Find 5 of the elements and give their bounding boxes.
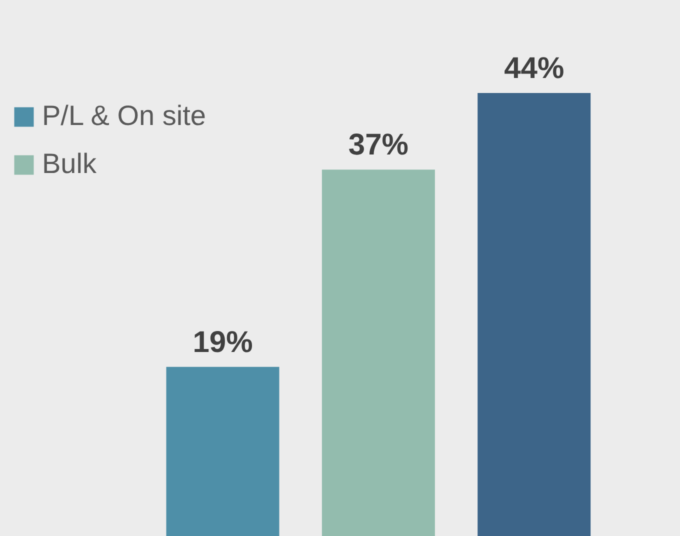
data-label: 37% [348, 128, 408, 162]
data-label: 44% [504, 52, 564, 85]
data-label: 19% [192, 326, 253, 359]
legend-label: Bulk [42, 148, 98, 179]
legend-label: P/L & On site [42, 100, 206, 131]
